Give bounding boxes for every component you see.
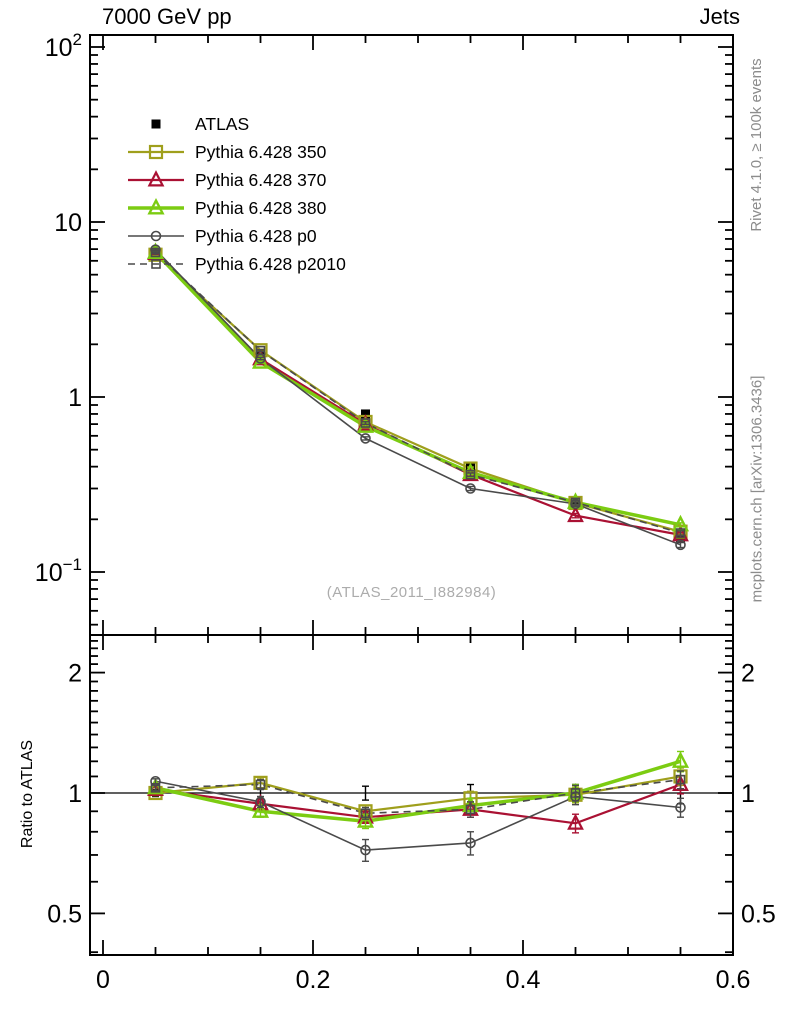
svg-text:1: 1 [68,384,82,412]
svg-text:1: 1 [741,780,755,808]
svg-text:10: 10 [54,209,82,237]
svg-text:0: 0 [96,966,110,994]
svg-text:0.6: 0.6 [716,966,751,994]
legend-label: Pythia 6.428 p2010 [195,253,346,274]
svg-text:102: 102 [45,30,82,62]
svg-text:0.5: 0.5 [741,900,776,928]
corner-label: Jets [699,4,740,29]
legend-label: ATLAS [195,113,250,134]
legend-label: Pythia 6.428 p0 [195,225,317,246]
legend-swatch [128,197,184,215]
legend-swatch [128,170,184,187]
series-points-pythia-6-428-370 [147,243,689,834]
legend-swatch [128,259,184,269]
axis-tick-labels: 0 0.2 0.4 0.6 102 10 1 10−1 2 2 1 1 0.5 0.5 [35,30,776,994]
series-line-pythia-6-428-p0 [154,249,681,851]
series-line-pythia-6-428-380 [154,251,682,823]
legend-item-pythia-6-428-p0: Pythia 6.428 p0 [126,222,346,250]
svg-text:0.5: 0.5 [47,900,82,928]
legend-item-pythia-6-428-p2010: Pythia 6.428 p2010 [126,250,346,278]
series-line-pythia-6-428-370 [154,252,681,825]
svg-text:0.4: 0.4 [506,966,541,994]
series-points-pythia-6-428-p2010 [150,247,686,820]
legend-label: Pythia 6.428 380 [195,197,327,218]
series-points-pythia-6-428-380 [146,242,690,830]
series-line-pythia-6-428-p2010 [154,251,681,815]
legend: ATLAS Pythia 6.428 350 Pythia 6.428 370 Pyt… [126,110,346,278]
legend-swatch [128,230,184,242]
svg-text:10−1: 10−1 [35,555,82,587]
legend-swatch [151,119,161,129]
analysis-id-watermark: (ATLAS_2011_I882984) [326,584,497,601]
series-points-pythia-6-428-350 [148,247,688,819]
legend-label: Pythia 6.428 350 [195,141,327,162]
page-title: 7000 GeV pp [102,4,232,29]
legend-item-atlas: ATLAS [126,110,346,138]
legend-item-pythia-6-428-380: Pythia 6.428 380 [126,194,346,222]
legend-item-pythia-6-428-350: Pythia 6.428 350 [126,138,346,166]
panel-frames [89,34,734,956]
svg-text:0.2: 0.2 [296,966,331,994]
svg-text:2: 2 [741,660,755,688]
series-line-pythia-6-428-350 [154,253,681,813]
svg-text:1: 1 [68,780,82,808]
legend-item-pythia-6-428-370: Pythia 6.428 370 [126,166,346,194]
series-points-pythia-6-428-p0 [150,244,686,862]
svg-text:2: 2 [68,660,82,688]
axis-ticks [90,35,734,955]
legend-swatch [128,144,184,160]
legend-label: Pythia 6.428 370 [195,169,327,190]
